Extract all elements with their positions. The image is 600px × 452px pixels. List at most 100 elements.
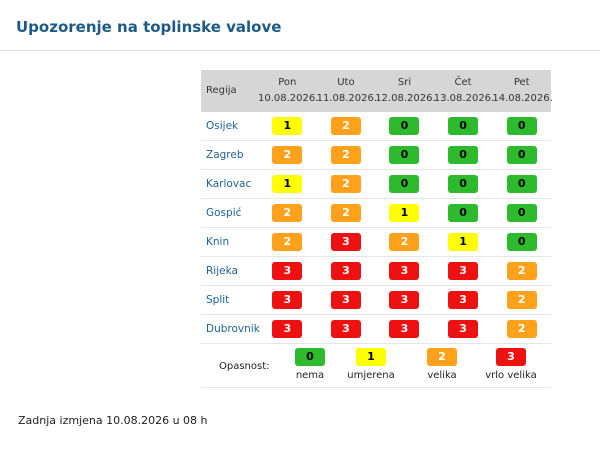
day-date: 13.08.2026. — [433, 93, 495, 104]
level-badge: 3 — [272, 320, 303, 338]
level-cell: 3 — [316, 285, 376, 315]
region-row: Zagreb 2 2 0 0 0 — [201, 140, 551, 170]
region-row: Osijek 1 2 0 0 0 — [201, 112, 551, 141]
region-name: Karlovac — [201, 169, 258, 199]
region-row: Karlovac 1 2 0 0 0 — [201, 169, 551, 199]
region-row: Gospić 2 2 1 0 0 — [201, 198, 551, 228]
level-badge: 3 — [448, 262, 479, 280]
day-name: Čet — [454, 77, 472, 88]
level-badge: 3 — [330, 320, 361, 338]
level-badge: 1 — [448, 233, 479, 251]
legend-text: nema — [295, 370, 325, 381]
level-badge: 3 — [389, 291, 420, 309]
level-cell: 0 — [492, 112, 551, 141]
level-cell: 3 — [258, 314, 317, 344]
level-cell: 0 — [375, 112, 434, 141]
level-badge: 2 — [330, 146, 361, 164]
level-cell: 3 — [258, 285, 317, 315]
level-cell: 3 — [433, 314, 493, 344]
region-header: Regija — [201, 70, 258, 112]
level-cell: 0 — [375, 169, 434, 199]
day-header: Čet 13.08.2026. — [433, 70, 495, 112]
region-name: Gospić — [201, 198, 258, 228]
day-header: Uto 11.08.2026. — [316, 70, 378, 112]
level-cell: 2 — [492, 256, 551, 286]
level-badge: 3 — [448, 320, 479, 338]
level-badge: 0 — [506, 204, 537, 222]
level-cell: 1 — [258, 112, 317, 141]
level-badge: 0 — [506, 117, 537, 135]
region-row: Dubrovnik 3 3 3 3 2 — [201, 314, 551, 344]
legend-text: umjerena — [347, 370, 395, 381]
day-name: Pet — [513, 77, 530, 88]
divider — [0, 50, 600, 51]
level-cell: 3 — [316, 227, 376, 257]
level-badge: 2 — [389, 233, 420, 251]
level-cell: 0 — [433, 140, 493, 170]
level-cell: 3 — [316, 256, 376, 286]
level-cell: 2 — [375, 227, 434, 257]
level-badge: 2 — [330, 204, 361, 222]
page-title: Upozorenje na toplinske valove — [16, 18, 282, 36]
legend-badge: 2 — [427, 348, 457, 366]
level-cell: 0 — [492, 198, 551, 228]
level-cell: 3 — [316, 314, 376, 344]
day-name: Uto — [337, 77, 355, 88]
day-name: Pon — [278, 77, 297, 88]
level-cell: 2 — [492, 285, 551, 315]
level-badge: 3 — [272, 291, 303, 309]
level-cell: 0 — [433, 112, 493, 141]
level-cell: 1 — [258, 169, 317, 199]
level-badge: 0 — [448, 117, 479, 135]
level-badge: 1 — [389, 204, 420, 222]
level-badge: 2 — [330, 175, 361, 193]
level-cell: 3 — [433, 285, 493, 315]
region-row: Rijeka 3 3 3 3 2 — [201, 256, 551, 286]
level-cell: 3 — [375, 285, 434, 315]
legend-item: 3 vrlo velika — [476, 348, 546, 381]
level-badge: 2 — [272, 204, 303, 222]
legend-item: 2 velika — [407, 348, 477, 381]
region-row: Knin 2 3 2 1 0 — [201, 227, 551, 257]
level-badge: 1 — [272, 175, 303, 193]
region-row: Split 3 3 3 3 2 — [201, 285, 551, 315]
level-badge: 0 — [448, 204, 479, 222]
region-name: Zagreb — [201, 140, 258, 170]
level-cell: 1 — [375, 198, 434, 228]
level-cell: 0 — [433, 169, 493, 199]
header-row: Regija Pon 10.08.2026. Uto 11.08.2026. Sri 12… — [201, 70, 553, 112]
level-badge: 3 — [330, 233, 361, 251]
warning-table: Regija Pon 10.08.2026. Uto 11.08.2026. Sri 12… — [201, 70, 553, 344]
level-badge: 0 — [448, 146, 479, 164]
level-cell: 2 — [316, 140, 376, 170]
level-badge: 3 — [448, 291, 479, 309]
day-date: 11.08.2026. — [316, 93, 378, 104]
legend-badge: 1 — [356, 348, 386, 366]
level-cell: 2 — [316, 112, 376, 141]
day-date: 12.08.2026. — [375, 93, 436, 104]
level-cell: 1 — [433, 227, 493, 257]
last-updated: Zadnja izmjena 10.08.2026 u 08 h — [18, 414, 208, 427]
level-cell: 2 — [258, 140, 317, 170]
level-cell: 3 — [375, 314, 434, 344]
level-badge: 2 — [506, 262, 537, 280]
region-name: Dubrovnik — [201, 314, 260, 344]
level-cell: 3 — [375, 256, 434, 286]
region-name: Rijeka — [201, 256, 258, 286]
region-name: Split — [201, 285, 258, 315]
day-name: Sri — [397, 77, 412, 88]
level-cell: 2 — [492, 314, 551, 344]
legend-text: vrlo velika — [485, 370, 537, 381]
level-badge: 0 — [448, 175, 479, 193]
level-badge: 1 — [272, 117, 303, 135]
level-cell: 0 — [375, 140, 434, 170]
level-badge: 2 — [506, 320, 537, 338]
day-header: Pet 14.08.2026. — [492, 70, 553, 112]
day-header: Sri 12.08.2026. — [375, 70, 436, 112]
level-badge: 2 — [506, 291, 537, 309]
level-badge: 3 — [389, 262, 420, 280]
level-cell: 2 — [258, 227, 317, 257]
level-badge: 3 — [330, 291, 361, 309]
level-badge: 0 — [389, 146, 420, 164]
